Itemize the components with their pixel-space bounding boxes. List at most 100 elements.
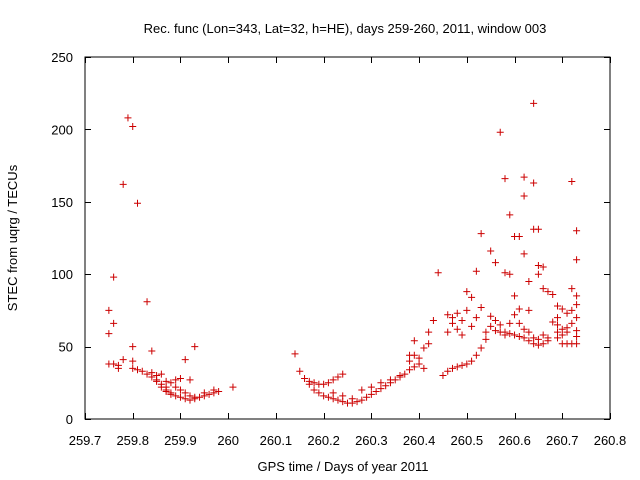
data-point [520,192,528,200]
data-point [487,312,495,320]
data-point [487,247,495,255]
data-point [544,288,552,296]
data-point [129,357,137,365]
data-point [549,318,557,326]
x-tick-label: 260.5 [451,433,484,448]
data-point [358,386,366,394]
data-point [138,367,146,375]
data-point [329,376,337,384]
data-point [568,306,576,314]
data-point [554,321,561,329]
data-point [119,356,127,364]
data-point [534,225,542,233]
data-point [468,293,476,301]
data-point [315,389,323,397]
data-point [506,211,514,219]
data-point [472,267,480,275]
data-point [176,374,184,382]
data-point [482,335,490,343]
data-point [396,372,404,380]
data-point [353,398,361,406]
data-point [310,379,318,387]
data-point [568,285,576,293]
x-tick-label: 260.8 [594,433,627,448]
data-point [568,319,576,327]
data-point [539,340,547,348]
data-point [458,361,466,369]
data-point [420,364,428,372]
x-tick-label: 260.4 [403,433,436,448]
data-point [320,392,328,400]
data-point [105,306,113,314]
data-point [539,331,547,339]
data-point [134,366,141,374]
data-point [554,314,561,322]
data-point [573,314,581,322]
data-point [324,393,332,401]
data-point [176,386,184,394]
data-point [110,319,118,327]
data-point [568,340,576,348]
data-point [153,377,161,385]
data-point [320,380,328,388]
data-point [186,392,194,400]
data-point [124,114,132,122]
data-point [468,322,476,330]
x-axis: 259.7 259.8 259.9 260 260.1 260.2 260.3 260.4 26… [69,57,627,448]
data-point [148,347,156,355]
x-tick-label: 260.3 [355,433,388,448]
data-points [105,99,581,407]
data-point [425,328,433,336]
data-point [162,387,170,395]
data-point [449,319,456,327]
data-point [453,363,461,371]
data-point [329,389,337,397]
data-point [181,389,189,397]
data-point [339,392,347,400]
data-point [558,305,566,313]
data-point [458,317,466,325]
data-point [468,357,476,365]
data-point [105,330,113,338]
data-point [573,301,581,309]
data-point [472,351,480,359]
data-point [501,269,509,277]
data-point [477,344,485,352]
plot-frame [84,56,611,420]
data-point [487,322,495,330]
data-point [205,390,213,398]
y-tick-label: 250 [51,50,73,65]
data-point [358,396,366,404]
data-point [339,370,347,378]
x-tick-label: 260.1 [260,433,293,448]
data-point [530,179,538,187]
y-tick-label: 0 [66,412,73,427]
data-point [157,383,165,391]
data-point [472,314,480,322]
data-point [444,367,452,375]
data-point [200,389,208,397]
y-tick-label: 100 [51,267,73,282]
data-point [449,364,456,372]
data-point [143,298,151,306]
data-point [291,350,299,358]
data-point [386,376,394,384]
data-point [191,343,199,351]
data-point [573,292,581,300]
data-point [568,178,576,186]
data-point [520,173,528,181]
data-point [215,387,223,395]
data-point [496,128,504,136]
data-point [463,306,471,314]
x-tick-label: 260.6 [498,433,531,448]
data-point [172,376,180,384]
data-point [110,273,118,281]
plot-border [84,56,611,420]
data-point [525,306,533,314]
data-point [458,331,466,339]
data-point [511,331,519,339]
data-point [229,383,237,391]
data-point [324,379,332,387]
y-axis: 0 50 100 150 200 250 [51,50,610,427]
